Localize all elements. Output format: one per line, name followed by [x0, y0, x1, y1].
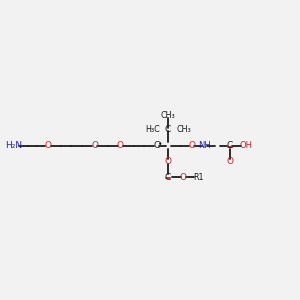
- Text: OH: OH: [240, 141, 253, 150]
- Text: O: O: [188, 141, 195, 150]
- Text: C: C: [227, 141, 233, 150]
- Text: •: •: [158, 140, 162, 149]
- Text: O: O: [164, 157, 171, 166]
- Text: C: C: [164, 172, 171, 182]
- Text: C: C: [164, 125, 171, 134]
- Text: O: O: [91, 141, 98, 150]
- Text: NH: NH: [198, 141, 211, 150]
- Text: O: O: [226, 157, 233, 166]
- Text: C: C: [153, 141, 160, 150]
- Text: H₂N: H₂N: [5, 141, 22, 150]
- Text: R1: R1: [194, 172, 204, 182]
- Text: O: O: [180, 172, 187, 182]
- Text: O: O: [45, 141, 52, 150]
- Text: CH₃: CH₃: [160, 111, 175, 120]
- Text: CH₃: CH₃: [176, 125, 191, 134]
- Text: H₃C: H₃C: [146, 125, 160, 134]
- Text: O: O: [116, 141, 124, 150]
